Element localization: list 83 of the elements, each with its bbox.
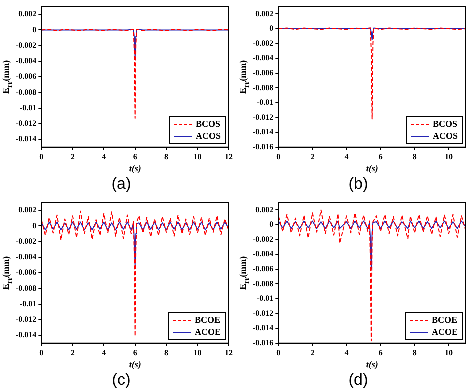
y-tick-label: -0.002	[16, 40, 37, 50]
y-tick-label: 0	[270, 220, 274, 230]
legend-label: BCOE	[195, 315, 221, 326]
x-tick-label: 8	[164, 152, 169, 162]
x-tick-label: 4	[102, 348, 106, 358]
y-tick-label: -0.008	[16, 284, 37, 293]
x-tick-label: 6	[378, 348, 383, 358]
text: (b)	[348, 176, 368, 193]
x-tick-label: 2	[310, 152, 315, 162]
legend-label: BCOE	[432, 315, 458, 326]
y-tick-label: -0.002	[252, 234, 274, 244]
x-tick-label: 6	[133, 348, 138, 358]
y-tick-label: 0	[32, 221, 37, 230]
y-tick-label: -0.004	[16, 56, 37, 66]
y-tick-label: -0.014	[16, 134, 37, 144]
line-series	[42, 28, 229, 119]
y-tick-label: -0.004	[252, 250, 274, 259]
y-tick-label: -0.008	[16, 88, 37, 97]
y-tick-label: -0.008	[252, 83, 274, 92]
y-tick-label: -0.002	[252, 38, 274, 48]
legend-label: BCOS	[433, 119, 458, 130]
x-axis-title: t(s)	[129, 360, 142, 370]
y-tick-label: -0.01	[20, 103, 37, 112]
x-tick-label: 0	[276, 152, 281, 162]
y-tick-label: -0.004	[16, 252, 37, 262]
legend-label: ACOE	[432, 327, 458, 338]
x-tick-label: 2	[70, 348, 75, 358]
x-axis-title: t(s)	[129, 164, 142, 174]
y-tick-label: -0.006	[252, 264, 274, 274]
y-tick-label: 0.002	[18, 206, 37, 215]
x-tick-label: 12	[225, 348, 233, 358]
x-tick-label: 10	[444, 152, 453, 162]
legend-label: BCOS	[196, 119, 221, 130]
x-tick-label: 6	[378, 152, 383, 162]
y-tick-label: -0.004	[252, 54, 274, 63]
y-tick-label: 0	[270, 24, 274, 34]
x-tick-label: 0	[40, 348, 44, 358]
y-tick-label: -0.012	[252, 112, 274, 122]
text: (d)	[348, 372, 368, 389]
x-tick-label: 0	[276, 348, 281, 358]
text: (a)	[112, 176, 132, 193]
text: (c)	[112, 372, 131, 389]
y-tick-label: -0.01	[256, 294, 274, 304]
y-tick-label: -0.014	[16, 330, 37, 340]
y-tick-label: -0.016	[252, 142, 274, 152]
x-tick-label: 4	[102, 152, 106, 162]
x-tick-label: 4	[344, 152, 349, 162]
y-tick-label: -0.014	[252, 128, 274, 137]
x-tick-label: 8	[412, 152, 417, 162]
line-series	[42, 210, 229, 337]
x-tick-label: 8	[412, 348, 417, 358]
x-tick-label: 0	[40, 152, 44, 162]
x-axis-title: t(s)	[366, 360, 378, 370]
x-tick-label: 2	[70, 152, 75, 162]
y-tick-label: -0.006	[252, 68, 274, 78]
line-series	[278, 28, 466, 120]
y-tick-label: -0.012	[16, 119, 37, 128]
y-tick-label: -0.012	[252, 308, 274, 318]
x-tick-label: 12	[225, 152, 233, 162]
y-tick-label: 0	[32, 25, 37, 34]
x-axis-title: t(s)	[366, 164, 378, 174]
x-tick-label: 10	[194, 348, 202, 358]
legend-label: ACOS	[196, 131, 222, 142]
legend-label: ACOS	[433, 131, 458, 142]
y-tick-label: -0.008	[252, 279, 274, 288]
x-tick-label: 10	[444, 348, 453, 358]
x-tick-label: 4	[344, 348, 349, 358]
y-tick-label: 0.002	[18, 10, 37, 19]
y-tick-label: -0.014	[252, 324, 274, 333]
y-tick-label: -0.016	[252, 338, 274, 348]
x-tick-label: 10	[194, 152, 202, 162]
y-tick-label: -0.006	[16, 72, 37, 82]
y-tick-label: 0.002	[256, 205, 274, 214]
y-tick-label: -0.002	[16, 236, 37, 246]
y-tick-label: -0.006	[16, 268, 37, 278]
y-tick-label: -0.01	[256, 98, 274, 108]
y-tick-label: -0.012	[16, 315, 37, 324]
legend-label: ACOE	[195, 327, 222, 338]
y-tick-label: 0.002	[256, 9, 274, 18]
x-tick-label: 6	[133, 152, 138, 162]
x-tick-label: 8	[164, 348, 169, 358]
y-tick-label: -0.01	[20, 299, 37, 308]
x-tick-label: 2	[310, 348, 315, 358]
